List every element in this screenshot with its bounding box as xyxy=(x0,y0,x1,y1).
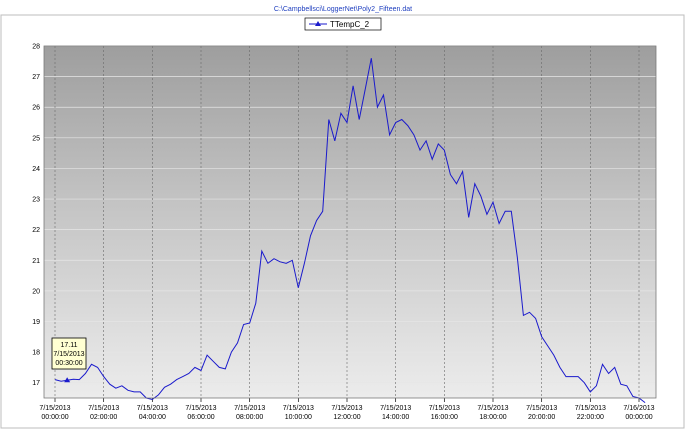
y-tick-label: 23 xyxy=(32,197,40,204)
tooltip-box xyxy=(51,337,87,370)
y-tick-label: 27 xyxy=(32,74,40,81)
y-axis: 17 18 19 20 21 22 23 24 25 26 27 28 xyxy=(32,44,40,388)
y-tick-label: 22 xyxy=(32,227,40,234)
x-tick-label-time: 16:00:00 xyxy=(431,414,458,421)
x-axis: 7/15/2013 00:00:00 7/15/2013 02:00:00 7/15/2… xyxy=(39,398,655,421)
x-tick-label-date: 7/15/2013 xyxy=(185,405,216,412)
y-tick-label: 19 xyxy=(32,319,40,326)
x-tick-label-date: 7/16/2013 xyxy=(623,405,654,412)
y-tick-label: 17 xyxy=(32,380,40,387)
x-tick-label-date: 7/15/2013 xyxy=(137,405,168,412)
x-tick-label-time: 04:00:00 xyxy=(139,414,166,421)
x-tick-label-time: 06:00:00 xyxy=(187,414,214,421)
triangle-marker-icon xyxy=(315,21,321,26)
x-tick-label-time: 00:00:00 xyxy=(41,414,68,421)
y-tick-label: 20 xyxy=(32,288,40,295)
x-tick-label-date: 7/15/2013 xyxy=(88,405,119,412)
x-tick-label-time: 20:00:00 xyxy=(528,414,555,421)
tooltip-value: 17.11 xyxy=(61,342,78,349)
x-tick-label-time: 10:00:00 xyxy=(285,414,312,421)
grid-lines xyxy=(44,45,656,398)
y-tick-label: 18 xyxy=(32,350,40,357)
x-tick-label-time: 14:00:00 xyxy=(382,414,409,421)
y-tick-label: 25 xyxy=(32,135,40,142)
data-tooltip: 17.11 7/15/2013 00:30:00 xyxy=(51,337,87,383)
legend-box xyxy=(304,17,382,31)
x-tick-label-date: 7/15/2013 xyxy=(234,405,265,412)
x-tick-label-date: 7/15/2013 xyxy=(283,405,314,412)
tooltip-time: 00:30:00 xyxy=(55,360,82,367)
chart-frame xyxy=(0,14,685,429)
y-tick-label: 21 xyxy=(32,258,40,265)
tooltip-date: 7/15/2013 xyxy=(53,351,84,358)
x-tick-label-date: 7/15/2013 xyxy=(39,405,70,412)
x-tick-label-date: 7/15/2013 xyxy=(477,405,508,412)
x-tick-label-time: 12:00:00 xyxy=(333,414,360,421)
y-tick-label: 24 xyxy=(32,166,40,173)
x-tick-label-date: 7/15/2013 xyxy=(429,405,460,412)
x-tick-label-date: 7/15/2013 xyxy=(331,405,362,412)
triangle-marker-icon xyxy=(64,377,71,383)
plot-border xyxy=(43,45,657,399)
legend[interactable]: TTempC_2 xyxy=(304,17,382,31)
x-tick-label-date: 7/15/2013 xyxy=(380,405,411,412)
chart-title: C:\Campbellsci\LoggerNet\Poly2_Fifteen.d… xyxy=(274,6,412,13)
x-tick-label-date: 7/15/2013 xyxy=(575,405,606,412)
x-tick-label-time: 22:00:00 xyxy=(577,414,604,421)
series-line-ttempc-2[interactable] xyxy=(54,58,646,403)
x-tick-label-time: 00:00:00 xyxy=(625,414,652,421)
x-tick-label-date: 7/15/2013 xyxy=(526,405,557,412)
y-tick-label: 26 xyxy=(32,105,40,112)
plot-area xyxy=(44,46,656,398)
x-tick-label-time: 02:00:00 xyxy=(90,414,117,421)
legend-label: TTempC_2 xyxy=(330,20,370,29)
x-tick-label-time: 18:00:00 xyxy=(479,414,506,421)
y-tick-label: 28 xyxy=(32,44,40,51)
x-tick-label-time: 08:00:00 xyxy=(236,414,263,421)
